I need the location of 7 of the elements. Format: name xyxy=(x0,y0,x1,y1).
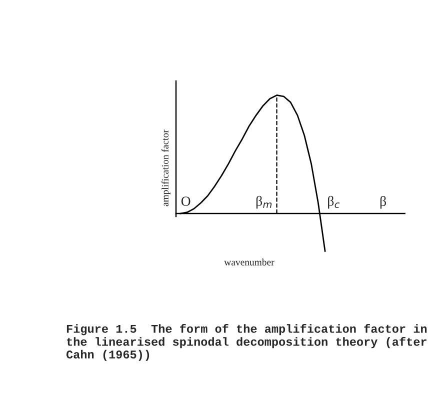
text: β xyxy=(380,196,386,209)
annotation: β$_{c}$ xyxy=(328,196,340,209)
y-axis-title: amplification factor xyxy=(162,130,170,206)
annotation: O xyxy=(181,196,190,206)
x-axis-title: wavenumber xyxy=(224,258,274,266)
annotation: β$_{m}$ xyxy=(256,196,272,209)
caption: Figure 1.5 The form of the amplification factor in the linearised spinodal decomposition theory (after Cahn (1965)) xyxy=(66,324,427,361)
